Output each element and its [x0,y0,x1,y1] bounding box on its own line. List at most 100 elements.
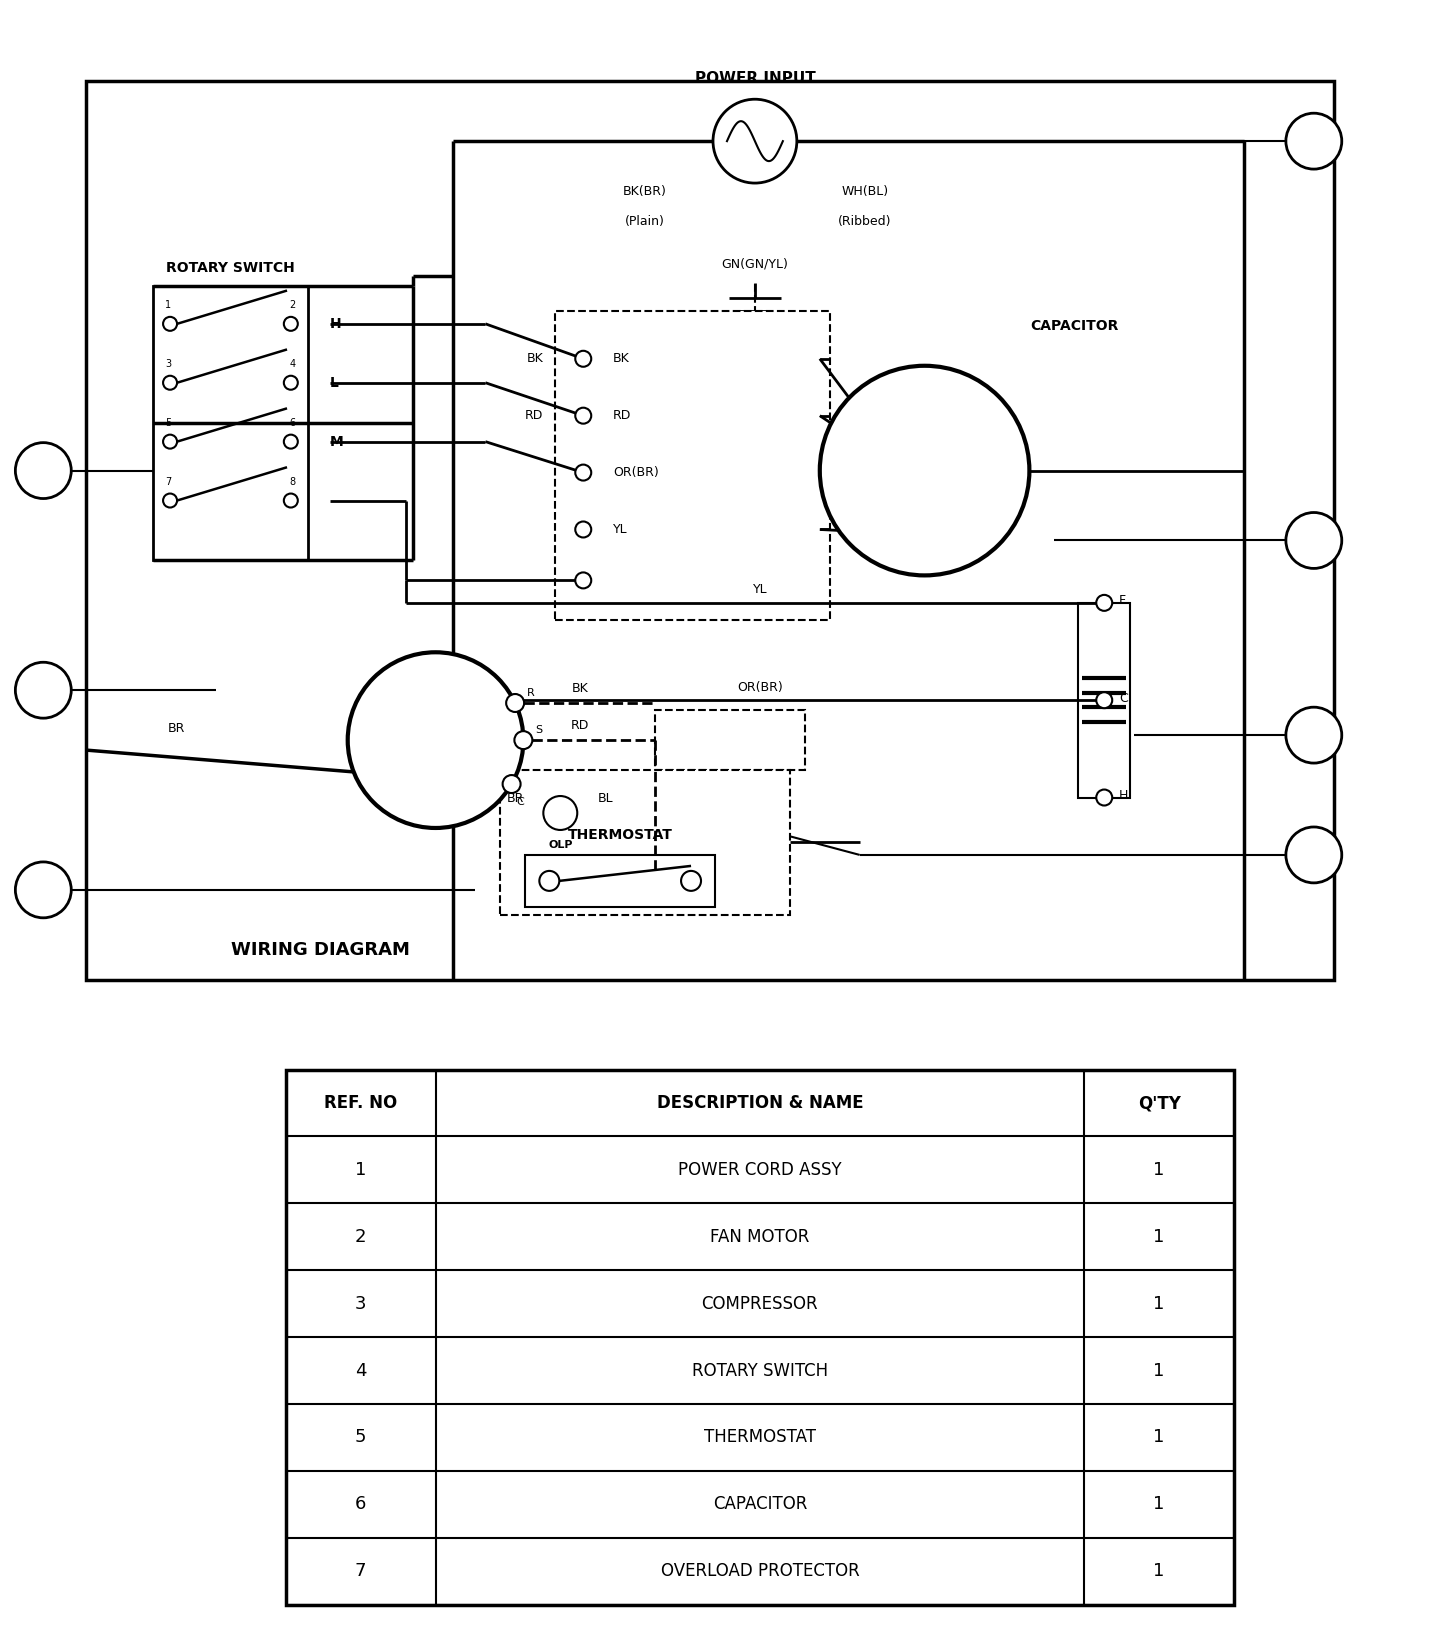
Text: COMPRESSOR: COMPRESSOR [702,1295,819,1313]
Text: BK: BK [526,353,543,366]
Text: M: M [330,434,343,448]
Text: 1: 1 [1153,1495,1165,1513]
Text: 4: 4 [290,359,296,369]
Circle shape [163,317,177,331]
Text: YL: YL [613,523,627,536]
Circle shape [1286,827,1342,882]
Circle shape [284,375,297,390]
Text: 4: 4 [354,1362,366,1380]
Text: 4: 4 [39,463,49,478]
Text: 5: 5 [354,1428,366,1446]
Circle shape [1286,512,1342,569]
Text: (Plain): (Plain) [626,214,664,228]
Circle shape [1286,707,1342,764]
Text: (Ribbed): (Ribbed) [837,214,892,228]
Text: Q'TY: Q'TY [1137,1094,1180,1112]
Bar [153,286,307,561]
Text: RD: RD [524,410,543,422]
Text: POWER INPUT: POWER INPUT [694,72,816,86]
Circle shape [503,775,520,793]
Circle shape [163,375,177,390]
Text: 3: 3 [164,359,171,369]
Circle shape [1286,114,1342,169]
Circle shape [16,663,71,718]
Text: OLP: OLP [549,840,573,850]
Circle shape [539,871,559,890]
Text: L: L [330,375,339,390]
Text: C: C [517,796,524,808]
Bar [286,1069,1235,1604]
Bar [1079,603,1130,798]
Circle shape [163,494,177,507]
Circle shape [163,434,177,448]
Circle shape [682,871,702,890]
Text: ROTARY SWITCH: ROTARY SWITCH [166,262,294,275]
Text: 8: 8 [290,476,296,486]
Text: 1: 1 [1153,1428,1165,1446]
Text: 1: 1 [354,1160,366,1178]
Text: 5: 5 [39,882,49,897]
Circle shape [543,796,577,830]
Text: COMP.: COMP. [409,733,462,748]
Circle shape [576,408,592,424]
Text: GN(GN/YL): GN(GN/YL) [722,257,789,270]
Text: 1: 1 [1153,1160,1165,1178]
Circle shape [820,366,1029,575]
Text: OR(BR): OR(BR) [737,681,783,694]
Text: BR: BR [507,791,524,804]
Bar [500,770,790,915]
Text: RD: RD [613,410,632,422]
Text: BL: BL [597,791,613,804]
Text: FAN MOTOR: FAN MOTOR [710,1228,810,1246]
Text: YL: YL [753,583,767,596]
Text: BK: BK [572,681,589,694]
Text: H: H [330,317,342,331]
Text: ROTARY SWITCH: ROTARY SWITCH [692,1362,827,1380]
Text: CAPACITOR: CAPACITOR [713,1495,807,1513]
Circle shape [1096,595,1112,611]
Circle shape [576,522,592,538]
Circle shape [284,494,297,507]
Text: 2: 2 [354,1228,366,1246]
Text: 1: 1 [1153,1362,1165,1380]
Circle shape [1096,790,1112,806]
Text: 2: 2 [290,301,296,310]
Text: OVERLOAD PROTECTOR: OVERLOAD PROTECTOR [660,1562,859,1580]
Circle shape [576,351,592,367]
Text: C: C [1119,692,1127,705]
Circle shape [284,434,297,448]
Text: DESCRIPTION & NAME: DESCRIPTION & NAME [656,1094,863,1112]
Text: BK: BK [613,353,630,366]
Text: POWER CORD ASSY: POWER CORD ASSY [679,1160,842,1178]
Text: CAPACITOR: CAPACITOR [1030,318,1119,333]
Text: 1: 1 [1153,1228,1165,1246]
Text: 7: 7 [1309,847,1319,863]
Text: 1: 1 [1309,133,1319,148]
Text: 6: 6 [290,418,296,427]
Text: RD: RD [572,718,589,731]
Text: 6: 6 [354,1495,366,1513]
Circle shape [16,861,71,918]
Text: BR: BR [167,722,184,734]
Bar [556,310,830,621]
Text: 1: 1 [164,301,171,310]
Text: WIRING DIAGRAM: WIRING DIAGRAM [231,941,410,959]
Circle shape [16,442,71,499]
Text: 3: 3 [39,682,49,697]
Circle shape [576,572,592,588]
Text: THERMOSTAT: THERMOSTAT [567,829,673,842]
Text: THERMOSTAT: THERMOSTAT [704,1428,816,1446]
Text: 3: 3 [354,1295,366,1313]
Text: F: F [1119,595,1126,608]
Text: S: S [536,725,543,734]
Text: 7: 7 [164,476,171,486]
Text: 2: 2 [1309,533,1319,548]
Text: H: H [1119,790,1129,803]
Circle shape [284,317,297,331]
Text: WH(BL): WH(BL) [842,185,889,198]
Bar [654,710,805,770]
Text: R: R [527,687,534,699]
Text: 6: 6 [1309,728,1319,743]
Bar [526,855,714,907]
Circle shape [1096,692,1112,708]
